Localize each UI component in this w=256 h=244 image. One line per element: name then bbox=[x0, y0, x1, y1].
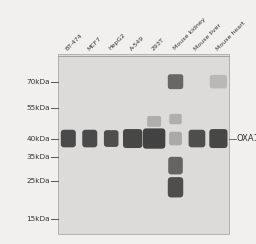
Text: Mouse kidney: Mouse kidney bbox=[172, 17, 206, 51]
Text: Mouse liver: Mouse liver bbox=[194, 22, 222, 51]
Text: OXA1L: OXA1L bbox=[237, 134, 256, 143]
Text: 15kDa: 15kDa bbox=[26, 216, 50, 222]
FancyBboxPatch shape bbox=[82, 130, 97, 147]
FancyBboxPatch shape bbox=[58, 54, 229, 234]
FancyBboxPatch shape bbox=[169, 132, 182, 145]
Text: BT-474: BT-474 bbox=[65, 32, 84, 51]
Text: 40kDa: 40kDa bbox=[26, 136, 50, 142]
Text: 55kDa: 55kDa bbox=[26, 105, 50, 111]
FancyBboxPatch shape bbox=[123, 129, 142, 148]
Text: 293T: 293T bbox=[151, 37, 165, 51]
FancyBboxPatch shape bbox=[61, 130, 76, 147]
FancyBboxPatch shape bbox=[210, 75, 227, 88]
FancyBboxPatch shape bbox=[168, 157, 183, 174]
FancyBboxPatch shape bbox=[104, 130, 119, 147]
Text: Mouse heart: Mouse heart bbox=[215, 20, 246, 51]
FancyBboxPatch shape bbox=[168, 74, 183, 89]
Text: 25kDa: 25kDa bbox=[26, 178, 50, 184]
FancyBboxPatch shape bbox=[189, 130, 205, 147]
FancyBboxPatch shape bbox=[143, 128, 165, 149]
Text: 70kDa: 70kDa bbox=[26, 79, 50, 85]
Text: A-549: A-549 bbox=[129, 35, 146, 51]
Text: 35kDa: 35kDa bbox=[26, 154, 50, 160]
FancyBboxPatch shape bbox=[147, 116, 161, 127]
FancyBboxPatch shape bbox=[209, 129, 228, 148]
Text: MCF7: MCF7 bbox=[86, 35, 102, 51]
FancyBboxPatch shape bbox=[169, 114, 182, 124]
FancyBboxPatch shape bbox=[168, 177, 183, 197]
Text: HepG2: HepG2 bbox=[108, 32, 126, 51]
